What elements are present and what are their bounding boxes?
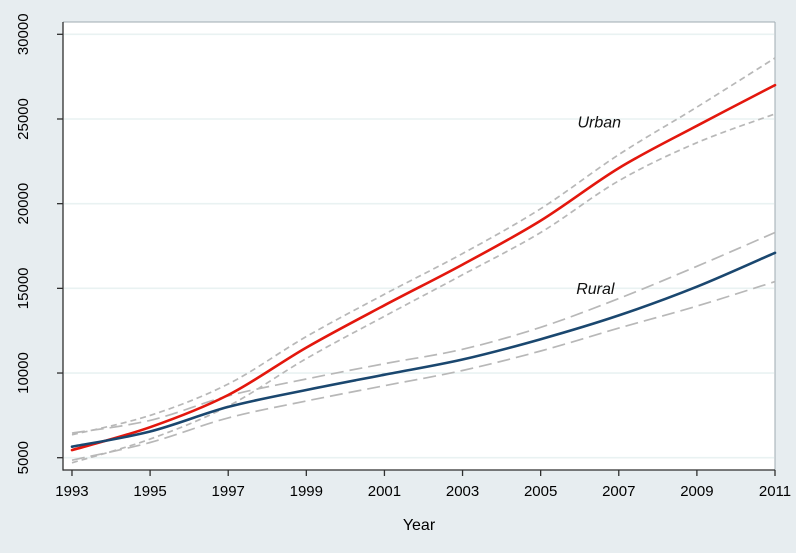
x-tick-label: 2005 [524, 483, 557, 500]
y-tick-label: 15000 [15, 267, 32, 309]
urban-series-label: Urban [577, 114, 621, 131]
y-tick-label: 5000 [15, 441, 32, 474]
y-tick-label: 30000 [15, 13, 32, 55]
y-axis: 5000 10000 15000 20000 25000 30000 [15, 13, 63, 474]
x-axis: 1993 1995 1997 1999 2001 2003 2005 2007 2009 2011 [55, 470, 791, 500]
ci-lower-rural [71, 280, 776, 462]
plot-border [62, 21, 776, 471]
y-tick-label: 20000 [15, 183, 32, 225]
x-axis-title: Year [403, 517, 436, 534]
series-lines [70, 83, 777, 452]
x-tick-label: 1997 [212, 483, 245, 500]
x-tick-label: 2009 [680, 483, 713, 500]
x-tick-label: 2011 [759, 483, 791, 500]
x-tick-label: 2001 [368, 483, 401, 500]
y-tick-label: 10000 [15, 352, 32, 394]
rural-series-label: Rural [576, 281, 615, 298]
x-tick-label: 2003 [446, 483, 479, 500]
x-tick-label: 1999 [290, 483, 323, 500]
x-tick-label: 2007 [602, 483, 635, 500]
x-tick-label: 1993 [55, 483, 88, 500]
y-tick-label: 25000 [15, 98, 32, 140]
ci-upper-rural [71, 231, 776, 434]
x-tick-label: 1995 [133, 483, 166, 500]
rural-line [70, 251, 777, 448]
ci-lower-urban [71, 113, 776, 464]
ci-upper-urban [71, 57, 776, 436]
confidence-interval-lines [71, 57, 776, 464]
plot-area [63, 22, 775, 470]
urban-line [70, 83, 777, 452]
